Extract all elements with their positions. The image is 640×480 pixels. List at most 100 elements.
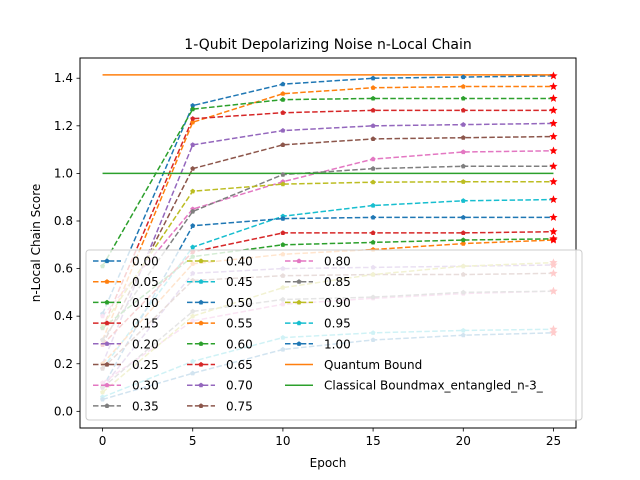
data-point-marker xyxy=(460,230,466,235)
data-point-marker xyxy=(460,107,466,113)
legend-label: Classical Boundmax_entangled_n-3_ xyxy=(324,379,544,393)
legend-label: 0.75 xyxy=(226,399,253,413)
data-point-marker xyxy=(280,230,286,235)
series-line-2 xyxy=(101,97,554,267)
legend-label: 0.65 xyxy=(226,358,253,372)
y-tick-label: 0.6 xyxy=(54,262,73,276)
legend-marker xyxy=(104,299,110,305)
x-axis-label: Epoch xyxy=(310,456,347,470)
legend-marker xyxy=(104,279,110,284)
final-point-marker xyxy=(549,71,558,80)
y-tick-label: 0.8 xyxy=(54,214,73,228)
x-tick-label: 10 xyxy=(275,434,290,448)
data-point-marker xyxy=(280,97,286,102)
final-point-marker xyxy=(549,161,558,170)
y-tick-label: 1.2 xyxy=(54,119,73,133)
series-line-7 xyxy=(101,165,554,341)
data-point-marker xyxy=(190,188,196,194)
data-point-marker xyxy=(370,95,376,101)
data-point-marker xyxy=(460,95,466,101)
data-point-marker xyxy=(190,208,196,214)
legend-marker xyxy=(104,341,110,346)
plot-frame xyxy=(79,57,577,429)
y-tick-label: 0.2 xyxy=(54,357,73,371)
legend-marker xyxy=(198,361,204,367)
data-point-marker xyxy=(460,74,466,80)
data-point-marker xyxy=(280,142,286,147)
x-tick-label: 5 xyxy=(189,434,197,448)
data-point-marker xyxy=(190,119,196,125)
legend-label: 0.90 xyxy=(324,296,351,310)
legend-marker xyxy=(104,258,110,264)
legend-marker xyxy=(198,258,204,264)
legend-marker xyxy=(296,341,302,346)
data-point-marker xyxy=(190,106,196,112)
data-point-marker xyxy=(280,242,286,247)
legend-marker xyxy=(198,403,204,408)
data-point-marker xyxy=(460,149,466,155)
legend-marker xyxy=(296,320,302,326)
legend-marker xyxy=(104,361,110,367)
y-tick-label: 0.4 xyxy=(54,309,73,323)
legend-marker xyxy=(198,382,204,388)
data-point-marker xyxy=(370,179,376,185)
final-point-marker xyxy=(549,213,558,221)
legend-marker xyxy=(296,279,302,284)
legend-marker xyxy=(198,341,204,346)
final-point-marker xyxy=(549,82,558,91)
x-axis-ticks: 0 5 10 15 20 25 xyxy=(99,428,561,448)
x-tick-label: 25 xyxy=(546,434,561,448)
legend-label: 0.85 xyxy=(324,275,351,289)
data-point-marker xyxy=(370,85,376,90)
legend-marker xyxy=(198,320,204,326)
legend-marker xyxy=(198,279,204,284)
final-point-marker xyxy=(549,195,558,204)
y-tick-label: 1.4 xyxy=(54,71,73,85)
legend-marker xyxy=(198,299,204,305)
legend-label: 0.20 xyxy=(132,337,159,351)
data-point-marker xyxy=(280,127,286,133)
legend: 0.00 0.05 0.10 0.15 0.20 0.25 0.30 0.35 0.40 0.45… xyxy=(85,249,583,421)
y-tick-label: 1.0 xyxy=(54,166,73,180)
data-point-marker xyxy=(460,198,466,203)
final-point-marker xyxy=(549,227,558,236)
data-point-marker xyxy=(280,216,286,221)
legend-marker xyxy=(104,382,110,388)
y-axis-ticks: 0.0 0.2 0.4 0.6 0.8 1.0 1.2 1.4 xyxy=(54,71,80,418)
legend-label: 0.55 xyxy=(226,317,253,331)
data-point-marker xyxy=(460,237,466,243)
data-point-marker xyxy=(190,116,196,121)
data-point-marker xyxy=(370,107,376,113)
x-tick-label: 15 xyxy=(365,434,380,448)
legend-label: 0.10 xyxy=(132,296,159,310)
data-point-marker xyxy=(370,75,376,81)
legend-label: 1.00 xyxy=(324,337,351,351)
legend-box xyxy=(85,249,583,421)
data-point-marker xyxy=(190,142,196,147)
final-point-marker xyxy=(549,94,558,102)
data-point-marker xyxy=(370,136,376,141)
data-point-marker xyxy=(370,202,376,208)
series-line-3 xyxy=(101,109,554,329)
data-point-marker xyxy=(460,179,466,184)
data-point-marker xyxy=(370,123,376,128)
final-point-marker xyxy=(549,106,558,114)
data-point-marker xyxy=(190,244,196,250)
data-point-marker xyxy=(370,156,376,162)
legend-label: 0.80 xyxy=(324,255,351,269)
legend-marker xyxy=(296,299,302,305)
legend-label: 0.15 xyxy=(132,317,159,331)
final-point-marker xyxy=(549,119,558,127)
legend-label: 0.30 xyxy=(132,379,159,393)
legend-label: 0.05 xyxy=(132,275,159,289)
series-line-6 xyxy=(101,150,554,317)
data-point-marker xyxy=(370,214,376,220)
series-line-5 xyxy=(101,135,554,346)
final-point-marker xyxy=(549,234,558,243)
data-point-marker xyxy=(460,135,466,140)
x-tick-label: 20 xyxy=(456,434,471,448)
legend-label: 0.25 xyxy=(132,358,159,372)
data-point-marker xyxy=(280,81,286,87)
legend-label: 0.95 xyxy=(324,317,351,331)
